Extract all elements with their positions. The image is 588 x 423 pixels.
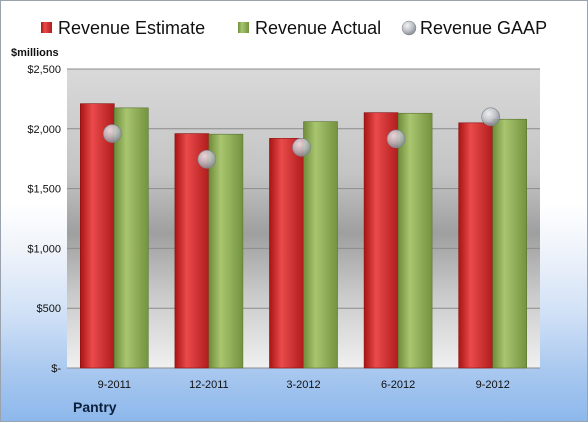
legend-swatch (238, 22, 249, 33)
y-tick-label: $1,000 (27, 243, 61, 255)
y-tick-label: $2,500 (27, 64, 61, 76)
point-revenue-gaap (386, 129, 406, 149)
bar-revenue-actual (397, 112, 433, 369)
x-tick-label: 3-2012 (286, 379, 320, 391)
legend-label: Revenue Estimate (58, 18, 205, 38)
point-revenue-gaap (103, 124, 122, 143)
x-axis-ticks: 9-2011 12-2011 3-2012 6-2012 9-2012 (98, 379, 510, 391)
bar-revenue-actual (208, 133, 244, 369)
y-tick-label: $2,000 (27, 124, 61, 136)
gaap-points (103, 107, 501, 169)
y-tick-label: $500 (37, 303, 61, 315)
bar-revenue-actual (303, 121, 338, 369)
legend-item: Revenue Actual (238, 18, 381, 38)
x-tick-label: 9-2011 (98, 379, 131, 391)
x-tick-label: 9-2012 (476, 379, 510, 391)
bar-revenue-estimate (458, 122, 494, 369)
y-tick-label: $1,500 (27, 184, 61, 196)
legend-label: Revenue GAAP (420, 18, 547, 38)
y-axis-unit-label: $millions (11, 47, 59, 59)
bar-revenue-estimate (363, 112, 399, 369)
bar-revenue-estimate (80, 103, 115, 369)
bar-revenue-actual (114, 107, 149, 369)
point-revenue-gaap (197, 149, 217, 169)
legend-item: Revenue GAAP (401, 18, 547, 38)
y-tick-label: $- (51, 363, 61, 375)
bars (80, 103, 528, 369)
legend-label: Revenue Actual (255, 18, 381, 38)
point-revenue-gaap (481, 107, 501, 127)
bar-revenue-estimate (174, 133, 210, 369)
company-label: Pantry (73, 399, 117, 415)
legend: Revenue Estimate Revenue Actual Revenue GA… (41, 18, 547, 38)
bar-revenue-estimate (269, 138, 304, 369)
legend-item: Revenue Estimate (41, 18, 205, 38)
legend-swatch (401, 20, 417, 36)
point-revenue-gaap (292, 138, 311, 157)
legend-swatch (41, 22, 52, 33)
bar-revenue-actual (492, 118, 528, 369)
y-axis-ticks: $- $500 $1,000 $1,500 $2,000 $2,500 (27, 64, 61, 375)
x-tick-label: 6-2012 (381, 379, 415, 391)
x-tick-label: 12-2011 (189, 379, 229, 391)
